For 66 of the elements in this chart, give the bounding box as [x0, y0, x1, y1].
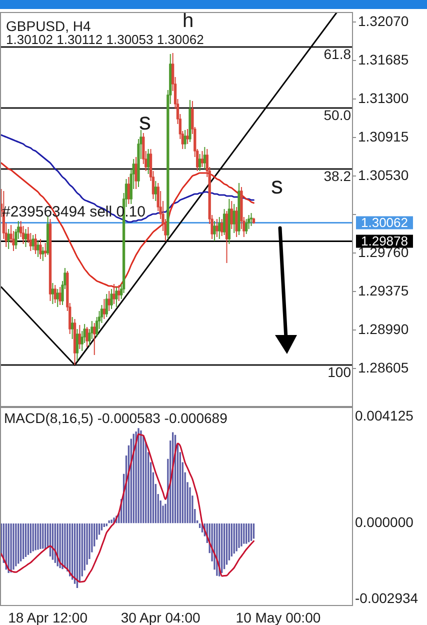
y-tick-label: -0.002934	[355, 590, 418, 606]
y-tick-label: 0.004125	[355, 408, 414, 424]
candlestick	[42, 246, 44, 262]
candlestick	[127, 176, 130, 204]
annotation: 38.2	[324, 168, 352, 184]
y-tick-label: 1.30530	[358, 166, 409, 183]
candlestick	[70, 316, 74, 340]
candlestick	[115, 286, 118, 308]
candlestick	[203, 146, 206, 170]
x-tick-label: 10 May 00:00	[236, 609, 321, 625]
candlestick	[102, 298, 106, 320]
y-tick-label: 1.28605	[358, 359, 409, 376]
line-series	[0, 433, 254, 583]
candlestick	[54, 284, 56, 304]
candlestick	[44, 242, 47, 258]
y-tick-label: 1.31300	[358, 90, 409, 106]
candlestick	[235, 206, 238, 238]
candlestick	[58, 286, 62, 306]
candlestick	[245, 218, 248, 234]
candlestick	[220, 218, 224, 236]
candlestick	[216, 218, 218, 238]
annotation: s	[139, 108, 151, 136]
candlestick	[213, 220, 216, 242]
candlestick	[76, 328, 79, 362]
candlestick	[134, 156, 138, 190]
candlestick	[186, 128, 189, 144]
candlestick	[36, 240, 40, 258]
candlestick	[146, 148, 150, 174]
candlestick	[222, 208, 226, 236]
annotation: 100	[328, 364, 352, 380]
candlestick	[250, 212, 253, 226]
y-tick-label: 1.32070	[358, 12, 409, 29]
candlestick	[118, 284, 120, 302]
y-tick-label: 1.28990	[358, 320, 409, 337]
ref-line-label: 1.29878	[361, 233, 408, 248]
candlestick	[200, 150, 204, 168]
annotation: s	[271, 172, 283, 200]
candlestick	[218, 216, 221, 240]
annotation: 61.8	[324, 46, 352, 62]
candlestick	[51, 282, 54, 304]
candlestick	[230, 200, 233, 230]
candlestick	[39, 238, 42, 260]
x-tick-label: 18 Apr 12:00	[8, 609, 88, 625]
candlestick	[24, 228, 28, 248]
ref-line-label: 1.30062	[361, 214, 408, 230]
candlestick	[110, 288, 113, 310]
y-tick-label: 0.000000	[355, 514, 414, 530]
y-tick-label: 1.31685	[358, 51, 409, 68]
candlestick	[154, 180, 157, 202]
candlestick	[198, 154, 202, 172]
chart-title: GBPUSD, H4	[6, 18, 92, 34]
annotation: h	[182, 10, 194, 32]
candlestick	[86, 326, 88, 348]
text: 1.30102 1.30112 1.30053 1.30062	[6, 32, 204, 48]
y-tick-label: 1.29375	[358, 282, 409, 298]
y-tick-label: 1.30915	[358, 128, 409, 144]
candlestick	[34, 234, 37, 254]
line-series	[0, 134, 254, 223]
chart-title: MACD(8,16,5) -0.000583 -0.000689	[4, 410, 228, 426]
candlestick	[105, 294, 108, 318]
annotation: 50.0	[324, 106, 352, 123]
candlestick	[112, 284, 116, 304]
candlestick	[78, 324, 81, 350]
line-series	[0, 162, 254, 288]
x-tick-label: 30 Apr 04:00	[120, 609, 200, 625]
candlestick	[93, 322, 96, 356]
